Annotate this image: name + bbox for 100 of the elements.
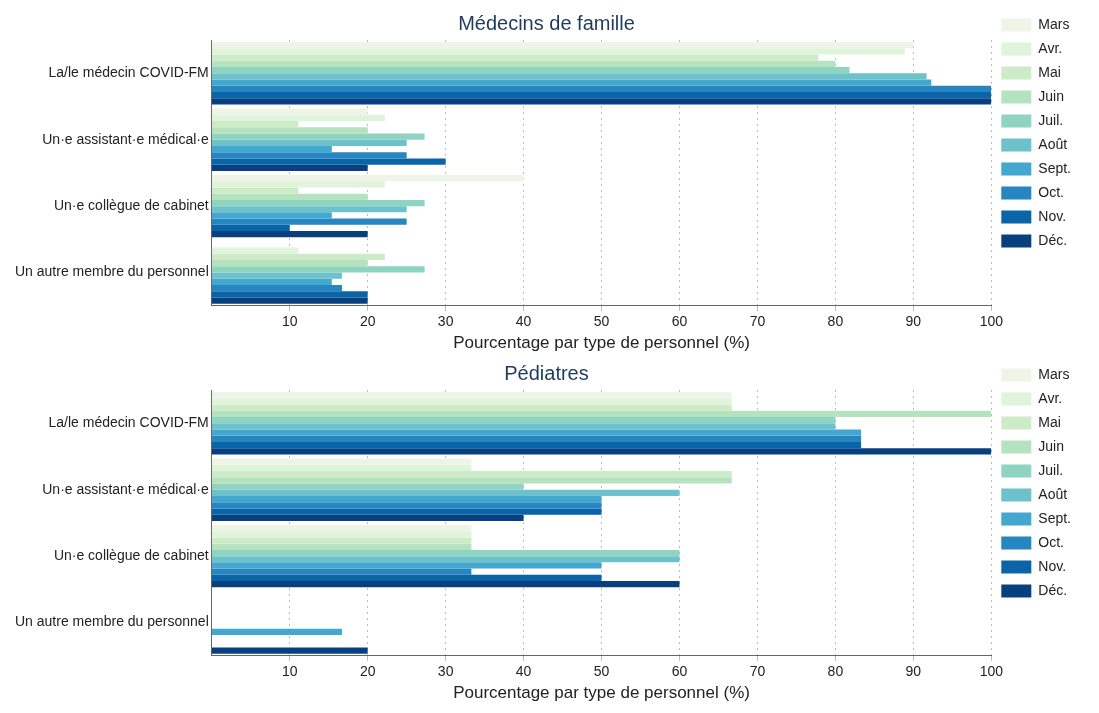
x-tick-label: 100 [979,663,1004,680]
bar [211,628,342,636]
bar [211,524,472,532]
bar [211,145,332,153]
legend-label: Juin [1038,87,1064,104]
bar [211,85,992,92]
legend-label: Mars [1038,15,1070,32]
bar [211,91,992,99]
x-tick-label: 70 [749,313,766,330]
legend-label: Mai [1038,63,1061,80]
bar [211,556,680,563]
y-tick-label: La/le médecin COVID-FM [48,64,209,81]
bar [211,181,385,188]
legend-label: Nov. [1038,557,1067,574]
legend-label: Oct. [1038,183,1064,200]
bar [211,514,524,521]
bar [211,489,680,496]
bar [211,398,732,405]
bar [211,152,407,159]
bar [211,224,290,232]
legend-label: Avr. [1038,389,1063,406]
bar [211,79,932,86]
legend-label: Sept. [1038,159,1072,176]
x-tick-label: 40 [515,313,532,330]
bar [211,291,368,298]
y-tick-label: La/le médecin COVID-FM [48,414,209,431]
x-tick-label: 20 [359,663,376,680]
x-tick-label: 40 [515,663,532,680]
y-tick-label: Un·e assistant·e médical·e [42,130,209,147]
bar [211,477,732,484]
legend-label: Août [1038,135,1068,152]
bar [211,285,342,292]
bar [211,568,472,575]
bar [211,127,368,134]
y-tick-label: Un·e collègue de cabinet [53,546,209,563]
x-axis-title: Pourcentage par type de personnel (%) [453,333,750,353]
bar [211,464,472,471]
bar [211,448,992,455]
x-tick-label: 50 [593,313,610,330]
bar [211,73,927,80]
x-tick-label: 80 [827,663,844,680]
bar [211,537,472,544]
legend-label: Déc. [1038,581,1068,598]
y-tick-label: Un autre membre du personnel [14,613,209,630]
legend-label: Mai [1038,413,1061,430]
bar [211,199,425,207]
bar [211,158,446,165]
bar [211,193,368,200]
bar [211,98,992,105]
x-tick-label: 90 [905,313,922,330]
legend-label: Avr. [1038,39,1063,56]
bar [211,212,332,219]
bar [211,495,602,503]
x-tick-label: 20 [359,313,376,330]
bar [211,470,732,478]
bar [211,531,472,538]
bar [211,66,850,74]
legend-label: Juin [1038,437,1064,454]
bar [211,218,407,225]
legend-label: Oct. [1038,533,1064,550]
legend-label: Déc. [1038,231,1068,248]
bar [211,581,680,588]
chart-title: Médecins de famille [458,11,635,34]
x-tick-label: 100 [979,313,1004,330]
y-tick-label: Un autre membre du personnel [14,263,209,280]
bar [211,458,472,465]
legend-label: Juil. [1038,111,1064,128]
bar [211,574,602,582]
bar [211,41,914,49]
y-tick-label: Un·e collègue de cabinet [53,196,209,213]
bar [211,502,602,509]
bar [211,206,407,213]
bar [211,60,836,67]
bar [211,441,862,449]
bar [211,187,299,194]
x-tick-label: 70 [749,663,766,680]
x-tick-label: 90 [905,663,922,680]
bar [211,133,425,140]
bar [211,435,862,442]
bar [211,231,368,238]
x-tick-label: 30 [437,313,454,330]
bar [211,562,602,569]
x-tick-label: 60 [671,313,688,330]
bar [211,278,332,286]
legend-label: Sept. [1038,509,1072,526]
bar [211,647,368,654]
x-tick-label: 50 [593,663,610,680]
x-tick-label: 80 [827,313,844,330]
legend-label: Juil. [1038,461,1064,478]
bar [211,416,836,424]
x-tick-label: 30 [437,663,454,680]
bar [211,174,524,182]
x-tick-label: 60 [671,663,688,680]
bar [211,483,524,490]
bar [211,423,836,430]
bar [211,272,342,279]
x-tick-label: 10 [281,313,298,330]
bar [211,508,602,515]
x-axis-title: Pourcentage par type de personnel (%) [453,683,750,703]
legend-label: Août [1038,485,1068,502]
